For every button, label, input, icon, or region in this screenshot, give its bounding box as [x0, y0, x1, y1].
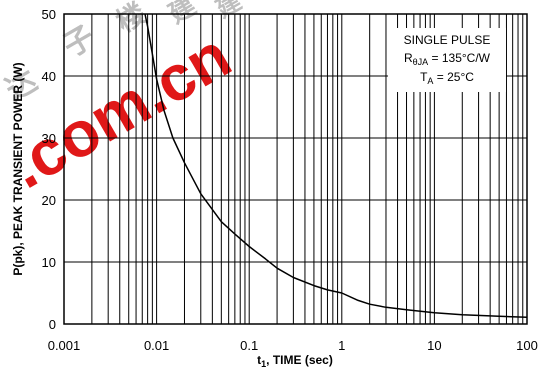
x-tick-label: 0.001	[48, 338, 81, 353]
x-tick-label: 10	[427, 338, 441, 353]
legend-line-2-sub: θJA	[413, 57, 429, 67]
legend-line-3-sub: A	[427, 76, 433, 86]
y-tick-label: 30	[42, 131, 56, 146]
legend-line-3: TA = 25°C	[420, 70, 474, 86]
legend-line-3-rest: = 25°C	[433, 70, 474, 84]
x-tick-label: 0.01	[144, 338, 169, 353]
legend-line-2-main: R	[404, 51, 413, 65]
x-tick-labels: 0.001 0.01 0.1 1 10 100	[48, 338, 538, 353]
x-tick-label: 0.1	[240, 338, 258, 353]
watermark: 达 子 楼 建 建 .com.cn	[0, 0, 246, 202]
watermark-faint-3: 楼	[111, 0, 152, 39]
x-tick-label: 1	[338, 338, 345, 353]
legend-line-3-main: T	[420, 70, 428, 84]
x-tick-label: 100	[516, 338, 538, 353]
legend-line-2-rest: = 135°C/W	[428, 51, 490, 65]
watermark-text: .com.cn	[0, 19, 242, 202]
y-tick-label: 10	[42, 255, 56, 270]
power-curve	[144, 13, 528, 318]
x-axis-title-rest: , TIME (sec)	[266, 353, 333, 367]
x-axis-title: t1, TIME (sec)	[257, 353, 333, 369]
y-axis-title: P(pk), PEAK TRANSIENT POWER (W)	[11, 62, 25, 275]
x-axis-title-main: t	[257, 353, 261, 367]
curve-layer	[144, 13, 528, 318]
legend-box: SINGLE PULSE RθJA = 135°C/W TA = 25°C	[388, 28, 506, 92]
y-tick-label: 50	[42, 7, 56, 22]
y-tick-label: 0	[49, 317, 56, 332]
y-tick-labels: 0 10 20 30 40 50	[42, 7, 56, 332]
x-axis-title-sub: 1	[261, 359, 266, 369]
y-tick-label: 40	[42, 69, 56, 84]
legend-background	[388, 28, 506, 92]
legend-line-1: SINGLE PULSE	[404, 33, 491, 47]
legend-line-2: RθJA = 135°C/W	[404, 51, 491, 67]
plot-frame	[63, 13, 528, 325]
y-tick-label: 20	[42, 193, 56, 208]
